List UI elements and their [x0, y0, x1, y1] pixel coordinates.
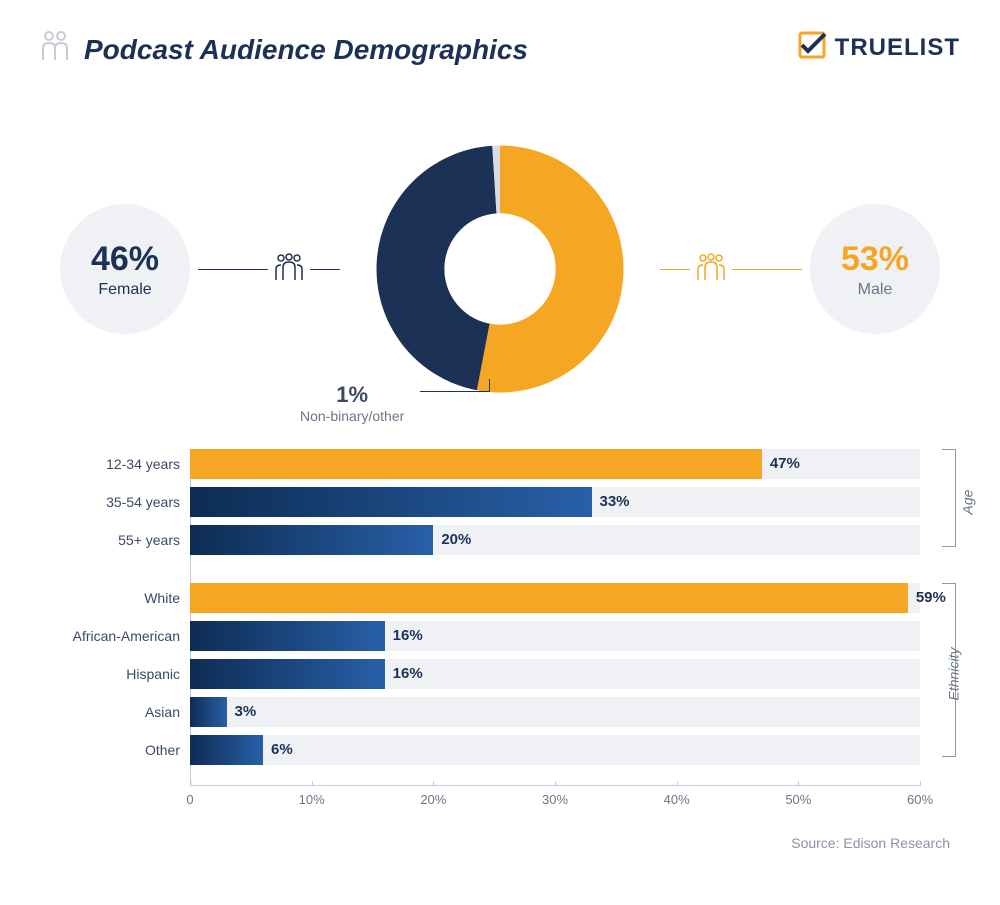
bar-value: 6% [271, 735, 293, 765]
bar-row: 35-54 years33% [190, 487, 920, 517]
bar-row: White59% [190, 583, 920, 613]
bar-label: Other [40, 735, 180, 765]
bar-fill [190, 735, 263, 765]
female-label: Female [98, 281, 151, 299]
people-icon [40, 30, 70, 69]
nonbinary-connector [420, 391, 490, 392]
page-title: Podcast Audience Demographics [84, 34, 528, 66]
axis-tick: 50% [785, 786, 811, 807]
bar-row: 55+ years20% [190, 525, 920, 555]
nonbinary-label: Non-binary/other [300, 408, 404, 424]
male-label: Male [858, 281, 893, 299]
axis-tick: 10% [299, 786, 325, 807]
bar-row: Asian3% [190, 697, 920, 727]
bar-fill [190, 449, 762, 479]
female-connector [198, 252, 340, 287]
bar-row: Hispanic16% [190, 659, 920, 689]
male-group-icon [694, 252, 728, 287]
axis-tick: 30% [542, 786, 568, 807]
logo-text: TRUELIST [835, 34, 960, 62]
male-pct: 53% [841, 240, 909, 279]
bar-group-ethnicity: White59% African-American16% Hispanic16% As… [190, 583, 920, 765]
bar-label: White [40, 583, 180, 613]
group-label: Age [960, 490, 976, 515]
bar-value: 20% [441, 525, 471, 555]
bar-charts: 12-34 years47%35-54 years33%55+ years20%… [40, 449, 960, 815]
bar-track: 3% [190, 697, 920, 727]
callout-nonbinary: 1% Non-binary/other [300, 382, 404, 424]
bar-label: Asian [40, 697, 180, 727]
logo: TRUELIST [797, 30, 960, 65]
bar-track: 16% [190, 621, 920, 651]
bar-row: Other6% [190, 735, 920, 765]
bar-row: 12-34 years47% [190, 449, 920, 479]
bar-value: 3% [235, 697, 257, 727]
bar-fill [190, 487, 592, 517]
bar-label: 55+ years [40, 525, 180, 555]
bar-value: 33% [600, 487, 630, 517]
bar-label: Hispanic [40, 659, 180, 689]
bar-track: 6% [190, 735, 920, 765]
bar-row: African-American16% [190, 621, 920, 651]
callout-male: 53% Male [660, 204, 940, 334]
bar-label: 35-54 years [40, 487, 180, 517]
bar-label: African-American [40, 621, 180, 651]
bar-fill [190, 659, 385, 689]
bar-fill [190, 583, 908, 613]
donut-chart [370, 139, 630, 399]
female-group-icon [272, 252, 306, 287]
x-axis: 010%20%30%40%50%60% [190, 785, 920, 815]
female-pct: 46% [91, 240, 159, 279]
title-wrap: Podcast Audience Demographics [40, 30, 528, 69]
bar-value: 47% [770, 449, 800, 479]
male-connector [660, 252, 802, 287]
callout-female: 46% Female [60, 204, 340, 334]
male-circle: 53% Male [810, 204, 940, 334]
header: Podcast Audience Demographics TRUELIST [40, 30, 960, 69]
donut-section: 46% Female [40, 99, 960, 439]
bar-group-age: 12-34 years47% 35-54 years33% 55+ years20%… [190, 449, 920, 555]
axis-tick: 0 [186, 786, 193, 807]
axis-tick: 40% [664, 786, 690, 807]
bar-fill [190, 525, 433, 555]
bar-track: 20% [190, 525, 920, 555]
bar-value: 16% [393, 621, 423, 651]
bar-label: 12-34 years [40, 449, 180, 479]
bar-fill [190, 621, 385, 651]
bar-value: 16% [393, 659, 423, 689]
bar-track: 16% [190, 659, 920, 689]
axis-tick: 20% [420, 786, 446, 807]
bar-fill [190, 697, 227, 727]
bar-track: 47% [190, 449, 920, 479]
group-label: Ethnicity [946, 648, 962, 701]
nonbinary-pct: 1% [300, 382, 404, 408]
group-bracket [942, 449, 956, 547]
source-text: Source: Edison Research [40, 835, 960, 851]
logo-icon [797, 30, 829, 65]
bar-track: 33% [190, 487, 920, 517]
female-circle: 46% Female [60, 204, 190, 334]
bar-track: 59% [190, 583, 920, 613]
axis-tick: 60% [907, 786, 933, 807]
